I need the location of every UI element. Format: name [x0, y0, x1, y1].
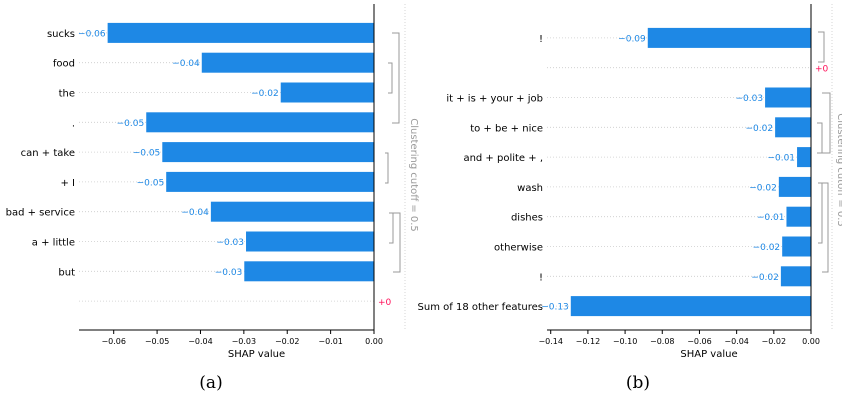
cutoff-label: Clustering cutoff = 0.5 [835, 113, 842, 227]
x-tick-label: 0.00 [365, 337, 383, 346]
x-tick-label: −0.02 [762, 337, 787, 346]
data-label: −0.13 [541, 303, 569, 313]
x-tick-label: −0.03 [232, 337, 257, 346]
data-label: −0.05 [137, 178, 165, 188]
data-label: −0.04 [172, 59, 200, 69]
bar [570, 296, 811, 317]
data-label: −0.04 [181, 208, 209, 218]
bar [780, 266, 811, 287]
bar [146, 112, 374, 133]
x-tick-label: −0.14 [538, 337, 563, 346]
data-label: −0.02 [746, 124, 774, 134]
category-label: can + take [21, 148, 75, 159]
data-label: −0.02 [251, 89, 279, 99]
bar [647, 27, 811, 48]
x-axis-label: SHAP value [680, 349, 737, 360]
bar [797, 147, 811, 168]
data-label: −0.02 [749, 183, 777, 193]
bar [244, 261, 374, 282]
bar [246, 231, 374, 252]
cluster-bracket [818, 182, 823, 244]
category-label: ! [539, 272, 543, 283]
x-tick-label: −0.06 [687, 337, 712, 346]
data-label: +0 [378, 298, 392, 308]
bar [162, 142, 374, 163]
x-tick-label: −0.12 [576, 337, 601, 346]
cluster-bracket [822, 92, 831, 154]
x-tick-label: −0.10 [613, 337, 638, 346]
bar [210, 201, 374, 222]
bar [280, 82, 374, 103]
category-label: to + be + nice [470, 123, 543, 134]
data-label: −0.02 [751, 273, 779, 283]
category-label: a + little [32, 238, 75, 249]
category-label: food [53, 59, 75, 70]
x-tick-label: −0.06 [101, 337, 126, 346]
shap-panel-b: ! −0.09 +0 it + is + your + job −0.03 to + be… [418, 4, 842, 360]
data-label: −0.03 [735, 94, 763, 104]
data-label: −0.09 [618, 34, 646, 44]
cluster-bracket [392, 32, 400, 124]
x-tick-label: −0.04 [188, 337, 213, 346]
category-label: but [58, 267, 75, 278]
caption-b: (b) [626, 373, 650, 393]
x-tick-label: −0.01 [318, 337, 343, 346]
cluster-bracket [389, 212, 394, 244]
category-label: Sum of 18 other features [418, 302, 543, 313]
category-label: sucks [47, 29, 75, 40]
category-label: wash [517, 183, 543, 194]
cluster-bracket [822, 182, 829, 273]
bar [201, 52, 374, 73]
bar [775, 117, 811, 138]
data-label: −0.06 [78, 29, 106, 39]
x-tick-label: −0.08 [650, 337, 675, 346]
bar [166, 171, 374, 192]
category-label: ! [539, 34, 543, 45]
data-label: +0 [815, 65, 829, 75]
x-tick-label: 0.00 [802, 337, 820, 346]
data-label: −0.02 [753, 243, 781, 253]
data-label: −0.03 [215, 268, 243, 278]
data-label: −0.05 [117, 119, 145, 129]
x-axis-label: SHAP value [228, 349, 285, 360]
data-label: −0.05 [133, 149, 161, 159]
caption-a: (a) [199, 373, 222, 393]
data-label: −0.01 [757, 213, 785, 223]
x-tick-label: −0.05 [145, 337, 170, 346]
data-label: −0.03 [216, 238, 244, 248]
bar [778, 176, 811, 197]
category-label: otherwise [494, 243, 543, 254]
category-label: and + polite + , [463, 153, 543, 164]
cluster-bracket [818, 31, 825, 63]
category-label: the [59, 89, 75, 100]
cluster-bracket [817, 122, 823, 154]
cluster-bracket [385, 152, 389, 184]
bar [765, 87, 811, 108]
cluster-bracket [393, 212, 401, 273]
bar [782, 236, 811, 257]
data-label: −0.01 [767, 154, 795, 164]
category-label: . [72, 118, 75, 129]
x-tick-label: −0.04 [724, 337, 749, 346]
cluster-bracket [388, 62, 393, 94]
category-label: it + is + your + job [446, 94, 543, 105]
category-label: + I [60, 178, 75, 189]
category-label: bad + service [6, 208, 75, 219]
bar [786, 206, 811, 227]
x-tick-label: −0.02 [275, 337, 300, 346]
cutoff-label: Clustering cutoff = 0.5 [408, 118, 419, 232]
bar [107, 22, 374, 43]
category-label: dishes [511, 213, 543, 224]
